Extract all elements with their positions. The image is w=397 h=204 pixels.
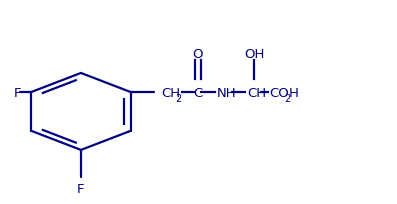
Text: F: F (77, 182, 85, 195)
Text: O: O (193, 48, 203, 61)
Text: CO: CO (270, 86, 289, 99)
Text: 2: 2 (175, 94, 181, 104)
Text: NH: NH (217, 86, 237, 99)
Text: OH: OH (244, 48, 265, 61)
Text: CH: CH (161, 86, 180, 99)
Text: F: F (14, 86, 21, 99)
Text: C: C (193, 86, 202, 99)
Text: H: H (289, 86, 299, 99)
Text: 2: 2 (284, 94, 291, 104)
Text: CH: CH (247, 86, 266, 99)
